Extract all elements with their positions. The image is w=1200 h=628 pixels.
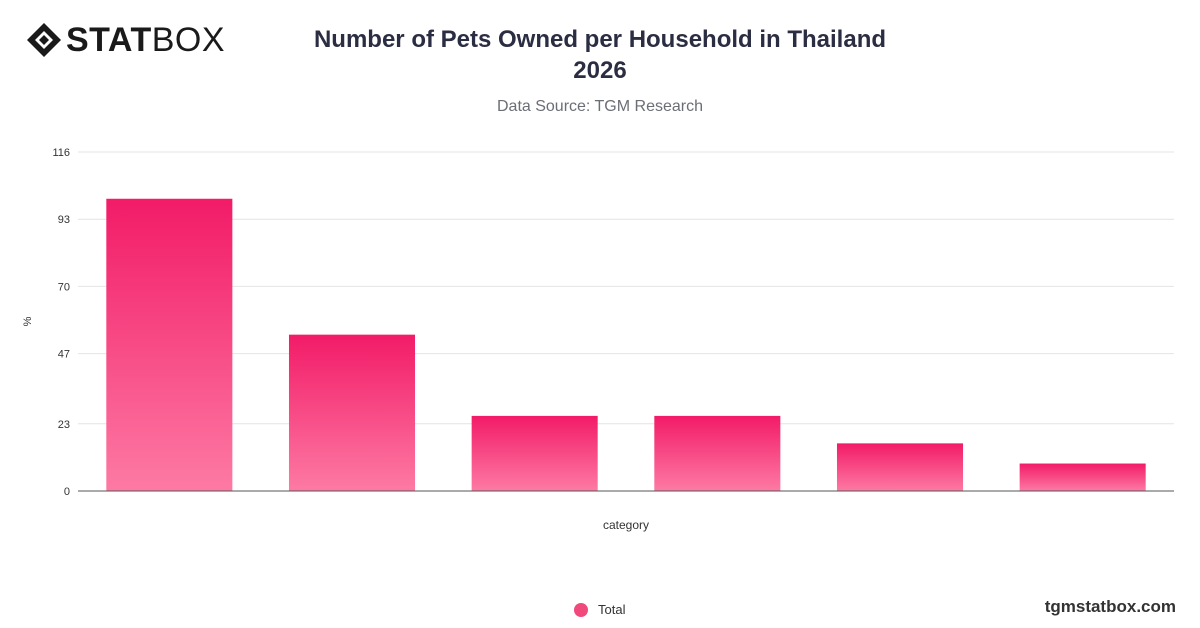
logo-text: STATBOX — [66, 22, 225, 58]
legend[interactable]: Total — [574, 602, 625, 617]
bar[interactable] — [654, 415, 781, 491]
bar[interactable] — [106, 198, 233, 492]
bar[interactable] — [471, 415, 598, 491]
y-tick-label: 93 — [58, 214, 70, 226]
y-tick-label: 116 — [52, 147, 70, 159]
logo-text-bold: STAT — [66, 21, 152, 59]
gridlines — [78, 151, 1174, 425]
chart-subtitle: Data Source: TGM Research — [496, 98, 703, 115]
statbox-diamond-icon — [27, 23, 61, 57]
y-axis-ticks: 0 23 47 70 93 116 — [52, 147, 70, 498]
chart-title: Number of Pets Owned per Household in Th… — [313, 26, 887, 84]
y-tick-label: 0 — [64, 486, 70, 498]
x-axis-label: category — [603, 518, 649, 532]
chart-header: Number of Pets Owned per Household in Th… — [0, 24, 1200, 116]
legend-label-total: Total — [598, 602, 626, 617]
statbox-logo: STATBOX — [26, 22, 225, 58]
logo-text-regular: BOX — [151, 21, 226, 59]
y-axis-label: % — [22, 316, 34, 326]
bar[interactable] — [288, 334, 416, 491]
y-tick-label: 23 — [58, 419, 70, 431]
bars — [106, 198, 1146, 492]
legend-swatch — [574, 602, 588, 617]
y-tick-label: 47 — [58, 349, 70, 361]
y-tick-label: 70 — [58, 281, 70, 293]
website-watermark: tgmstatbox.com — [1044, 597, 1176, 616]
bar[interactable] — [836, 443, 964, 491]
bar[interactable] — [1019, 463, 1146, 491]
